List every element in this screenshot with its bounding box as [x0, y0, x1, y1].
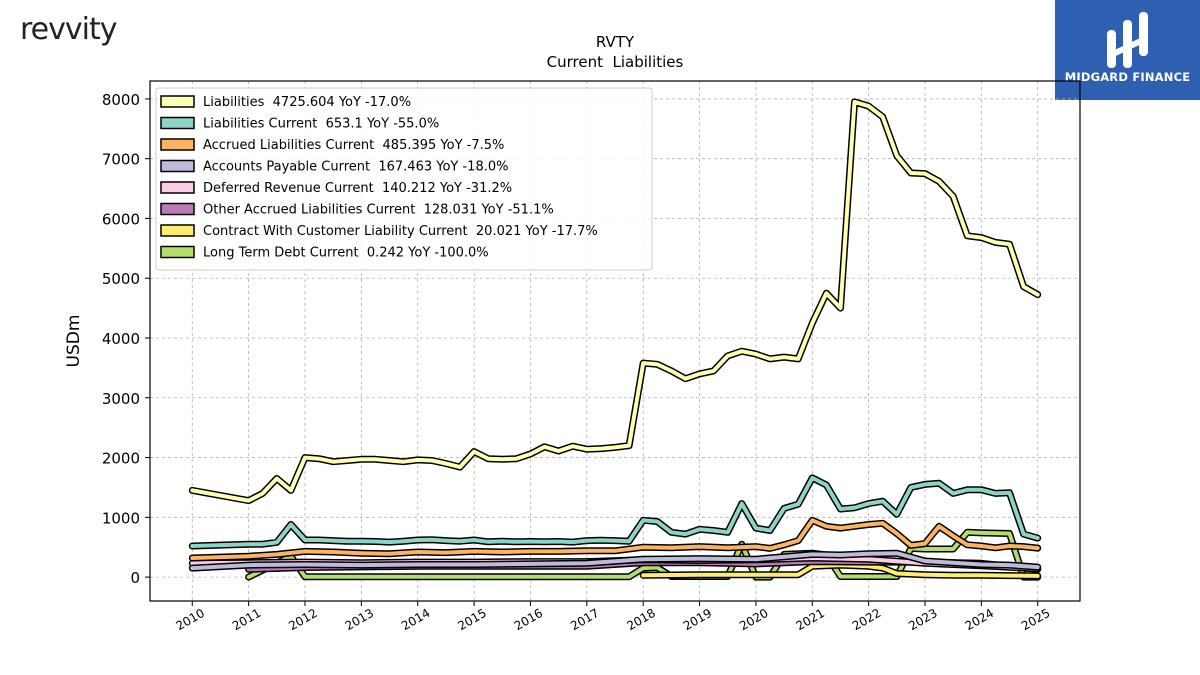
- plot-frame: [149, 80, 1081, 602]
- series-line-2: [190, 518, 1040, 560]
- y-tick-label: 3000: [102, 390, 140, 408]
- y-tick-label: 1000: [102, 509, 140, 527]
- x-tick-label: 2021: [794, 606, 827, 633]
- x-tick-label: 2011: [230, 606, 263, 633]
- series-line-6: [641, 563, 1040, 578]
- legend-swatch-2: [160, 138, 195, 151]
- legend-label-7: Long Term Debt Current 0.242 YoY -100.0%: [203, 246, 489, 261]
- x-tick-label: 2015: [455, 606, 488, 633]
- y-tick-label: 6000: [102, 210, 140, 228]
- y-tick-label: 7000: [102, 151, 140, 169]
- chart-title: RVTY: [596, 33, 635, 51]
- x-tick-label: 2024: [963, 606, 996, 633]
- chart-subtitle: Current Liabilities: [547, 53, 684, 71]
- midgard-emblem-icon: [1107, 12, 1148, 68]
- x-tick-label: 2017: [568, 606, 601, 633]
- series-group: [188, 98, 1042, 581]
- revvity-logo: revvity: [20, 12, 117, 47]
- x-tick-label: 2014: [399, 606, 432, 633]
- legend-label-6: Contract With Customer Liability Current…: [203, 224, 598, 239]
- y-tick-label: 0: [130, 569, 140, 587]
- y-tick-label: 4000: [102, 330, 140, 348]
- x-tick-label: 2012: [286, 606, 319, 633]
- legend-label-5: Other Accrued Liabilities Current 128.03…: [203, 203, 554, 218]
- legend-swatch-3: [160, 159, 195, 173]
- legend-label-4: Deferred Revenue Current 140.212 YoY -31…: [203, 181, 512, 196]
- x-tick-label: 2018: [624, 606, 657, 633]
- series-line-3: [190, 551, 1040, 571]
- legend-swatch-4: [160, 181, 195, 194]
- y-tick-label: 8000: [102, 91, 140, 109]
- x-tick-label: 2013: [343, 606, 376, 633]
- midgard-finance-label: MIDGARD FINANCE: [1064, 70, 1191, 84]
- legend-swatch-7: [160, 245, 195, 259]
- legend: Liabilities 4725.604 YoY -17.0% Liabiliti…: [155, 87, 653, 271]
- legend-swatch-5: [160, 202, 195, 216]
- x-tick-label: 2023: [906, 606, 939, 633]
- x-tick-label: 2010: [174, 606, 207, 633]
- ticks: 2010 2011 2012 2013 2014 2015 2016 2017 2018 2019…: [102, 91, 1053, 633]
- legend-label-2: Accrued Liabilities Current 485.395 YoY …: [203, 138, 504, 153]
- legend-swatch-1: [160, 116, 195, 130]
- series-line-0: [190, 99, 1040, 503]
- legend-label-1: Liabilities Current 653.1 YoY -55.0%: [203, 117, 439, 132]
- legend-swatch-0: [160, 95, 195, 108]
- legend-swatch-6: [160, 224, 195, 237]
- legend-box: [155, 87, 653, 271]
- x-tick-label: 2016: [512, 606, 545, 633]
- x-tick-label: 2020: [737, 606, 770, 633]
- y-tick-label: 5000: [102, 270, 140, 288]
- x-tick-label: 2019: [681, 606, 714, 633]
- y-tick-label: 2000: [102, 450, 140, 468]
- y-axis-label: USDm: [64, 315, 84, 368]
- x-tick-label: 2025: [1019, 606, 1052, 633]
- series-line-1: [190, 475, 1040, 548]
- legend-label-0: Liabilities 4725.604 YoY -17.0%: [203, 95, 411, 110]
- midgard-finance-logo: MIDGARD FINANCE: [1055, 0, 1200, 100]
- legend-label-3: Accounts Payable Current 167.463 YoY -18…: [203, 160, 508, 175]
- x-tick-label: 2022: [850, 606, 883, 633]
